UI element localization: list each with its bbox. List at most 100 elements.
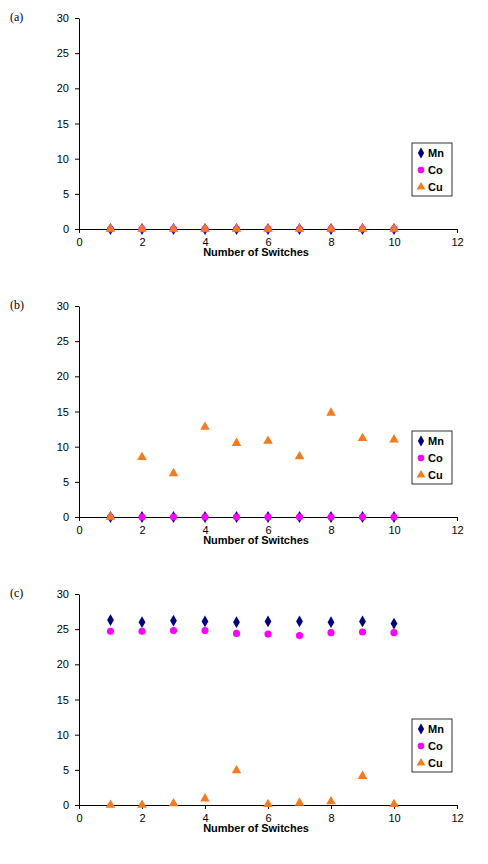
point [106, 511, 116, 519]
y-axis-line [79, 595, 80, 806]
x-tick-label: 0 [76, 812, 82, 824]
x-tick-label: 12 [451, 236, 463, 248]
x-tick-label: 0 [76, 524, 82, 536]
y-axis-line [79, 19, 80, 230]
series [107, 511, 397, 523]
y-tick: 5 [63, 764, 79, 776]
series [107, 627, 398, 639]
panel: (b)024681012051015202530Number of Switch… [10, 298, 464, 546]
point [327, 513, 334, 520]
x-tick-label: 8 [328, 812, 334, 824]
x-tick-label: 10 [388, 812, 400, 824]
x-axis-title: Number of Switches [203, 822, 309, 834]
x-tick-mark [205, 805, 206, 809]
point [389, 434, 399, 442]
x-tick-label: 2 [139, 812, 145, 824]
y-tick: 20 [57, 82, 79, 94]
panel-label: (c) [10, 586, 23, 600]
point [169, 468, 179, 476]
y-axis: 051015202530 [57, 300, 80, 523]
x-tick-mark [331, 805, 332, 809]
legend-marker [418, 436, 424, 447]
point [296, 632, 303, 639]
point [264, 513, 271, 520]
legend-marker [418, 743, 425, 750]
y-tick-label: 0 [63, 223, 69, 235]
y-axis: 051015202530 [57, 12, 80, 235]
x-tick-mark [457, 517, 458, 521]
y-tick: 30 [57, 12, 79, 24]
y-tick-mark [75, 341, 79, 342]
y-tick: 25 [57, 47, 79, 59]
x-tick: 2 [139, 805, 145, 824]
y-tick-label: 15 [57, 118, 69, 130]
point [263, 223, 273, 231]
point [233, 616, 240, 628]
point [390, 629, 397, 636]
point [200, 793, 210, 801]
y-tick-label: 0 [63, 799, 69, 811]
plot-area [106, 407, 399, 523]
point [358, 433, 368, 441]
y-tick: 15 [57, 406, 79, 418]
legend-label: Cu [428, 469, 443, 481]
x-axis-title: Number of Switches [203, 246, 309, 258]
legend: MnCoCu [412, 719, 452, 772]
point [391, 618, 398, 630]
point [359, 511, 366, 523]
point [296, 616, 303, 628]
legend-marker [418, 148, 424, 159]
x-tick: 12 [451, 229, 463, 248]
legend: MnCoCu [412, 143, 452, 196]
point [326, 796, 336, 804]
point [389, 223, 399, 231]
point [232, 765, 242, 773]
y-tick-mark [75, 735, 79, 736]
point [327, 629, 334, 636]
y-tick-label: 5 [63, 188, 69, 200]
y-tick-label: 30 [57, 588, 69, 600]
y-tick-label: 30 [57, 300, 69, 312]
point [200, 421, 210, 429]
y-tick-label: 20 [57, 82, 69, 94]
figure: (a)024681012051015202530Number of Switch… [0, 0, 488, 864]
x-axis: 024681012 [76, 805, 463, 824]
x-tick-label: 12 [451, 812, 463, 824]
point [202, 511, 209, 523]
point [138, 513, 145, 520]
point [233, 630, 240, 637]
x-tick-label: 8 [328, 236, 334, 248]
y-tick: 5 [63, 476, 79, 488]
point [201, 627, 208, 634]
point [232, 223, 242, 231]
x-axis-title: Number of Switches [203, 534, 309, 546]
y-tick-mark [75, 770, 79, 771]
legend-box [412, 143, 452, 196]
y-tick-mark [75, 124, 79, 125]
y-tick-label: 5 [63, 764, 69, 776]
series [107, 513, 398, 520]
y-tick: 0 [63, 799, 79, 811]
y-tick: 10 [57, 729, 79, 741]
y-tick-label: 0 [63, 511, 69, 523]
x-tick-label: 10 [388, 236, 400, 248]
panel-label: (a) [10, 10, 23, 24]
point [137, 799, 147, 807]
point [359, 616, 366, 628]
point [138, 628, 145, 635]
point [295, 797, 305, 805]
legend: MnCoCu [412, 431, 452, 484]
y-tick-mark [75, 18, 79, 19]
y-tick-mark [75, 594, 79, 595]
point [359, 513, 366, 520]
y-tick-mark [75, 805, 79, 806]
x-tick-label: 2 [139, 236, 145, 248]
y-tick: 20 [57, 658, 79, 670]
y-tick-label: 30 [57, 12, 69, 24]
x-tick-mark [79, 517, 80, 521]
x-tick-label: 12 [451, 524, 463, 536]
legend-label: Co [428, 740, 443, 752]
y-tick-label: 20 [57, 658, 69, 670]
y-tick-mark [75, 159, 79, 160]
series [107, 614, 397, 629]
